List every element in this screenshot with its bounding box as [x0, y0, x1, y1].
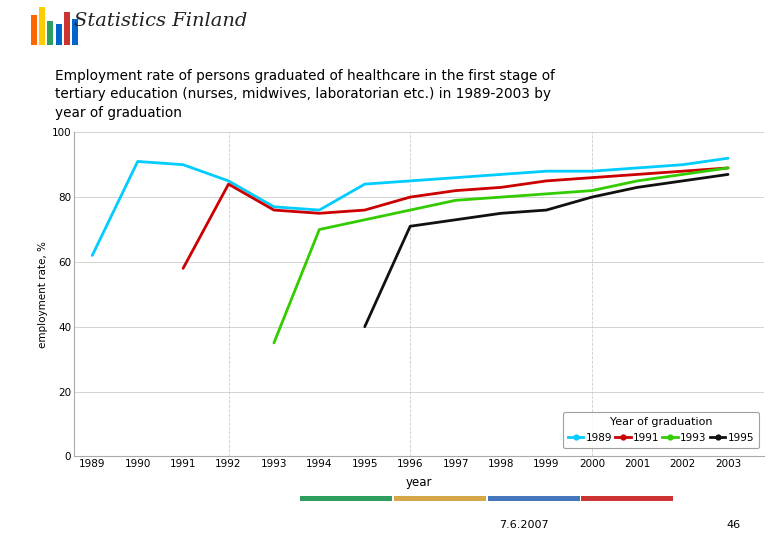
Bar: [39, 7, 45, 45]
Bar: [47, 22, 53, 45]
Text: 7.6.2007: 7.6.2007: [499, 520, 549, 530]
Bar: [31, 16, 37, 45]
Bar: [72, 19, 78, 45]
Bar: [488, 496, 580, 501]
Bar: [56, 24, 62, 45]
Text: Employment rate of persons graduated of healthcare in the first stage of
tertiar: Employment rate of persons graduated of …: [55, 69, 555, 120]
Text: 46: 46: [727, 520, 741, 530]
Bar: [300, 496, 392, 501]
Legend: 1989, 1991, 1993, 1995: 1989, 1991, 1993, 1995: [562, 412, 759, 448]
Bar: [581, 496, 673, 501]
Bar: [64, 12, 70, 45]
Bar: [394, 496, 486, 501]
Y-axis label: employment rate, %: employment rate, %: [37, 241, 48, 348]
Text: Statistics Finland: Statistics Finland: [74, 12, 247, 30]
X-axis label: year: year: [406, 476, 432, 489]
